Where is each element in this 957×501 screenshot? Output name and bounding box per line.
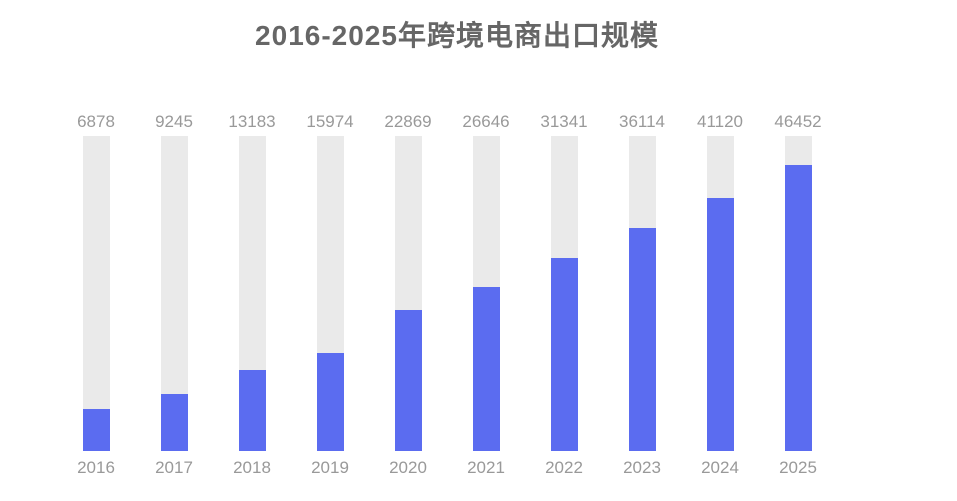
bar-column: 22869 2020 bbox=[369, 112, 447, 478]
bar-fill bbox=[706, 198, 734, 451]
bar-column: 26646 2021 bbox=[447, 112, 525, 478]
bar-year-label: 2022 bbox=[545, 458, 583, 477]
bar-fill bbox=[784, 165, 812, 451]
bar-fill bbox=[394, 310, 422, 451]
bar-track bbox=[472, 136, 500, 451]
bar-fill bbox=[550, 258, 578, 451]
bar-track bbox=[82, 136, 110, 451]
bar-track bbox=[238, 136, 266, 451]
bar-value-label: 46452 bbox=[774, 112, 822, 131]
bar-value-label: 41120 bbox=[696, 112, 743, 131]
bar-year-label: 2018 bbox=[233, 458, 271, 477]
bar-track bbox=[160, 136, 188, 451]
bar-year-label: 2021 bbox=[467, 458, 505, 477]
bar-fill bbox=[472, 287, 500, 451]
bar-track bbox=[784, 136, 812, 451]
bar-value-label: 26646 bbox=[462, 112, 510, 131]
bar-value-label: 22869 bbox=[384, 112, 432, 131]
bar-fill bbox=[160, 394, 188, 451]
bar-track bbox=[706, 136, 734, 451]
bar-track bbox=[316, 136, 344, 451]
bar-year-label: 2020 bbox=[389, 458, 427, 477]
bar-column: 46452 2025 bbox=[759, 112, 837, 478]
bar-year-label: 2019 bbox=[311, 458, 349, 477]
bar-value-label: 13183 bbox=[228, 112, 276, 131]
bar-value-label: 9245 bbox=[155, 112, 193, 131]
bar-column: 13183 2018 bbox=[213, 112, 291, 478]
bar-fill bbox=[316, 353, 344, 451]
bar-column: 15974 2019 bbox=[291, 112, 369, 478]
bar-fill bbox=[628, 228, 656, 451]
bar-year-label: 2023 bbox=[623, 458, 661, 477]
bar-fill bbox=[238, 370, 266, 451]
bar-year-label: 2025 bbox=[779, 458, 817, 477]
chart-title: 2016-2025年跨境电商出口规模 bbox=[255, 20, 659, 51]
bar-column: 31341 2022 bbox=[525, 112, 603, 478]
bar-value-label: 31341 bbox=[540, 112, 588, 131]
bar-year-label: 2016 bbox=[77, 458, 115, 477]
bar-value-label: 15974 bbox=[306, 112, 354, 131]
bar-column: 9245 2017 bbox=[135, 112, 213, 478]
bar-column: 36114 2023 bbox=[603, 112, 681, 478]
bar-value-label: 6878 bbox=[77, 112, 115, 131]
bar-track bbox=[394, 136, 422, 451]
bar-chart: 6878 2016 9245 2017 13183 2018 15974 2019 22869 2… bbox=[0, 112, 957, 478]
bar-value-label: 36114 bbox=[618, 112, 665, 131]
bar-column: 6878 2016 bbox=[57, 112, 135, 478]
bar-column: 41120 2024 bbox=[681, 112, 759, 478]
bar-fill bbox=[82, 409, 110, 451]
bar-track bbox=[550, 136, 578, 451]
bar-year-label: 2024 bbox=[701, 458, 739, 477]
bar-year-label: 2017 bbox=[155, 458, 193, 477]
bar-track bbox=[628, 136, 656, 451]
